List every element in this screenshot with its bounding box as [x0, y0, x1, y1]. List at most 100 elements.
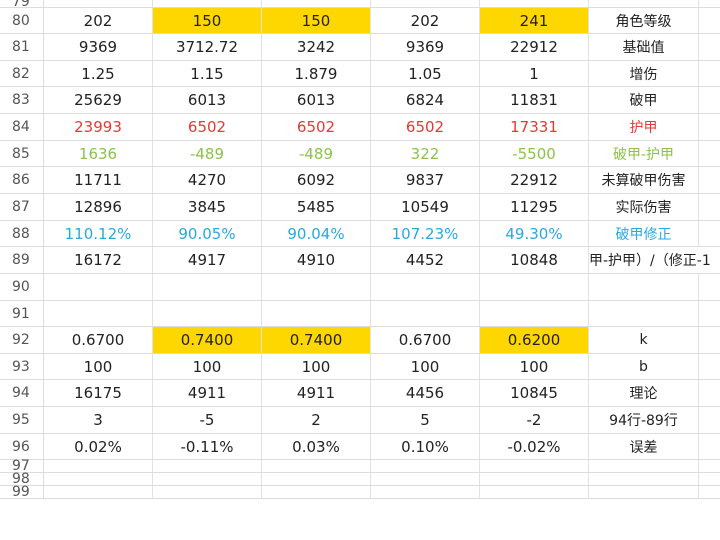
table-cell[interactable]: 1.25 [44, 61, 153, 86]
row-label-cell[interactable] [589, 301, 699, 326]
row-label-cell[interactable]: 94行-89行 [589, 407, 699, 433]
table-cell[interactable] [371, 301, 480, 326]
row-number[interactable]: 86 [0, 167, 44, 193]
row-label-cell[interactable]: 甲-护甲）/（修正-1 [589, 253, 711, 269]
table-cell[interactable]: 90.05% [153, 221, 262, 246]
row-label-cell[interactable]: 破甲修正 [589, 221, 699, 246]
table-cell[interactable]: 107.23% [371, 221, 480, 246]
table-cell[interactable]: 10549 [371, 194, 480, 220]
row-number[interactable]: 90 [0, 274, 44, 300]
table-cell[interactable]: -489 [262, 141, 371, 166]
table-cell[interactable]: 6502 [262, 114, 371, 140]
row-label-cell[interactable]: b [589, 354, 699, 379]
table-cell[interactable]: 0.10% [371, 434, 480, 459]
table-cell[interactable]: 5 [371, 407, 480, 433]
row-number[interactable]: 83 [0, 87, 44, 113]
table-cell[interactable]: 22912 [480, 167, 589, 193]
row-number[interactable]: 92 [0, 327, 44, 353]
table-cell[interactable] [262, 486, 371, 498]
table-cell[interactable] [371, 0, 480, 7]
row-number[interactable]: 82 [0, 61, 44, 86]
table-cell[interactable]: 1.15 [153, 61, 262, 86]
row-number[interactable]: 87 [0, 194, 44, 220]
table-cell[interactable]: 1.05 [371, 61, 480, 86]
table-cell[interactable]: 150 [153, 8, 262, 33]
table-cell[interactable] [44, 0, 153, 7]
table-cell[interactable]: 100 [262, 354, 371, 379]
row-label-cell[interactable] [589, 460, 699, 472]
row-number[interactable]: 81 [0, 34, 44, 60]
row-number[interactable]: 98 [0, 471, 44, 487]
table-cell[interactable]: 150 [262, 8, 371, 33]
table-cell[interactable]: 0.6200 [480, 327, 589, 353]
table-cell[interactable]: 4452 [371, 247, 480, 273]
table-cell[interactable]: 22912 [480, 34, 589, 60]
table-cell[interactable] [153, 0, 262, 7]
table-cell[interactable] [371, 486, 480, 498]
table-cell[interactable] [262, 0, 371, 7]
row-label-cell[interactable]: 未算破甲伤害 [589, 167, 699, 193]
table-cell[interactable]: 2 [262, 407, 371, 433]
table-cell[interactable]: -2 [480, 407, 589, 433]
row-number[interactable]: 93 [0, 354, 44, 379]
table-cell[interactable]: 16172 [44, 247, 153, 273]
table-cell[interactable] [480, 473, 589, 485]
table-cell[interactable]: -5 [153, 407, 262, 433]
table-cell[interactable]: 100 [153, 354, 262, 379]
row-number[interactable]: 97 [0, 458, 44, 474]
table-cell[interactable]: 100 [371, 354, 480, 379]
row-label-cell[interactable]: 基础值 [589, 34, 699, 60]
table-cell[interactable]: 9369 [44, 34, 153, 60]
table-cell[interactable]: 6502 [371, 114, 480, 140]
table-cell[interactable]: 241 [480, 8, 589, 33]
table-cell[interactable]: 11295 [480, 194, 589, 220]
row-number[interactable]: 89 [0, 247, 44, 273]
table-cell[interactable]: 4917 [153, 247, 262, 273]
table-cell[interactable] [44, 486, 153, 498]
table-cell[interactable]: 9369 [371, 34, 480, 60]
table-cell[interactable] [44, 274, 153, 300]
table-cell[interactable] [480, 486, 589, 498]
table-cell[interactable]: 0.02% [44, 434, 153, 459]
row-label-cell[interactable]: 破甲 [589, 87, 699, 113]
row-number[interactable]: 79 [0, 0, 44, 10]
table-cell[interactable]: 100 [44, 354, 153, 379]
table-cell[interactable]: -5500 [480, 141, 589, 166]
table-cell[interactable]: 11711 [44, 167, 153, 193]
table-cell[interactable]: 0.7400 [262, 327, 371, 353]
table-cell[interactable]: 322 [371, 141, 480, 166]
row-number[interactable]: 88 [0, 221, 44, 246]
table-cell[interactable] [153, 460, 262, 472]
table-cell[interactable]: 90.04% [262, 221, 371, 246]
table-cell[interactable] [262, 301, 371, 326]
table-cell[interactable]: 4911 [153, 380, 262, 406]
row-number[interactable]: 96 [0, 434, 44, 459]
table-cell[interactable]: 6824 [371, 87, 480, 113]
table-cell[interactable]: 0.6700 [371, 327, 480, 353]
table-cell[interactable]: 0.03% [262, 434, 371, 459]
row-label-cell[interactable] [589, 274, 699, 300]
table-cell[interactable]: 17331 [480, 114, 589, 140]
table-cell[interactable] [480, 460, 589, 472]
row-label-cell[interactable]: 护甲 [589, 114, 699, 140]
table-cell[interactable]: 49.30% [480, 221, 589, 246]
table-cell[interactable] [44, 460, 153, 472]
row-label-cell[interactable]: 理论 [589, 380, 699, 406]
table-cell[interactable]: 6502 [153, 114, 262, 140]
table-cell[interactable]: 6013 [153, 87, 262, 113]
table-cell[interactable]: -0.11% [153, 434, 262, 459]
table-cell[interactable] [262, 460, 371, 472]
row-label-cell[interactable]: 增伤 [589, 61, 699, 86]
table-cell[interactable]: 11831 [480, 87, 589, 113]
row-label-cell[interactable] [589, 473, 699, 485]
table-cell[interactable] [480, 274, 589, 300]
table-cell[interactable] [153, 274, 262, 300]
table-cell[interactable] [262, 274, 371, 300]
table-cell[interactable]: 25629 [44, 87, 153, 113]
row-label-cell[interactable]: 破甲-护甲 [589, 141, 699, 166]
table-cell[interactable]: 6013 [262, 87, 371, 113]
table-cell[interactable]: 0.6700 [44, 327, 153, 353]
table-cell[interactable]: 4910 [262, 247, 371, 273]
table-cell[interactable] [153, 486, 262, 498]
row-label-cell[interactable]: k [589, 327, 699, 353]
